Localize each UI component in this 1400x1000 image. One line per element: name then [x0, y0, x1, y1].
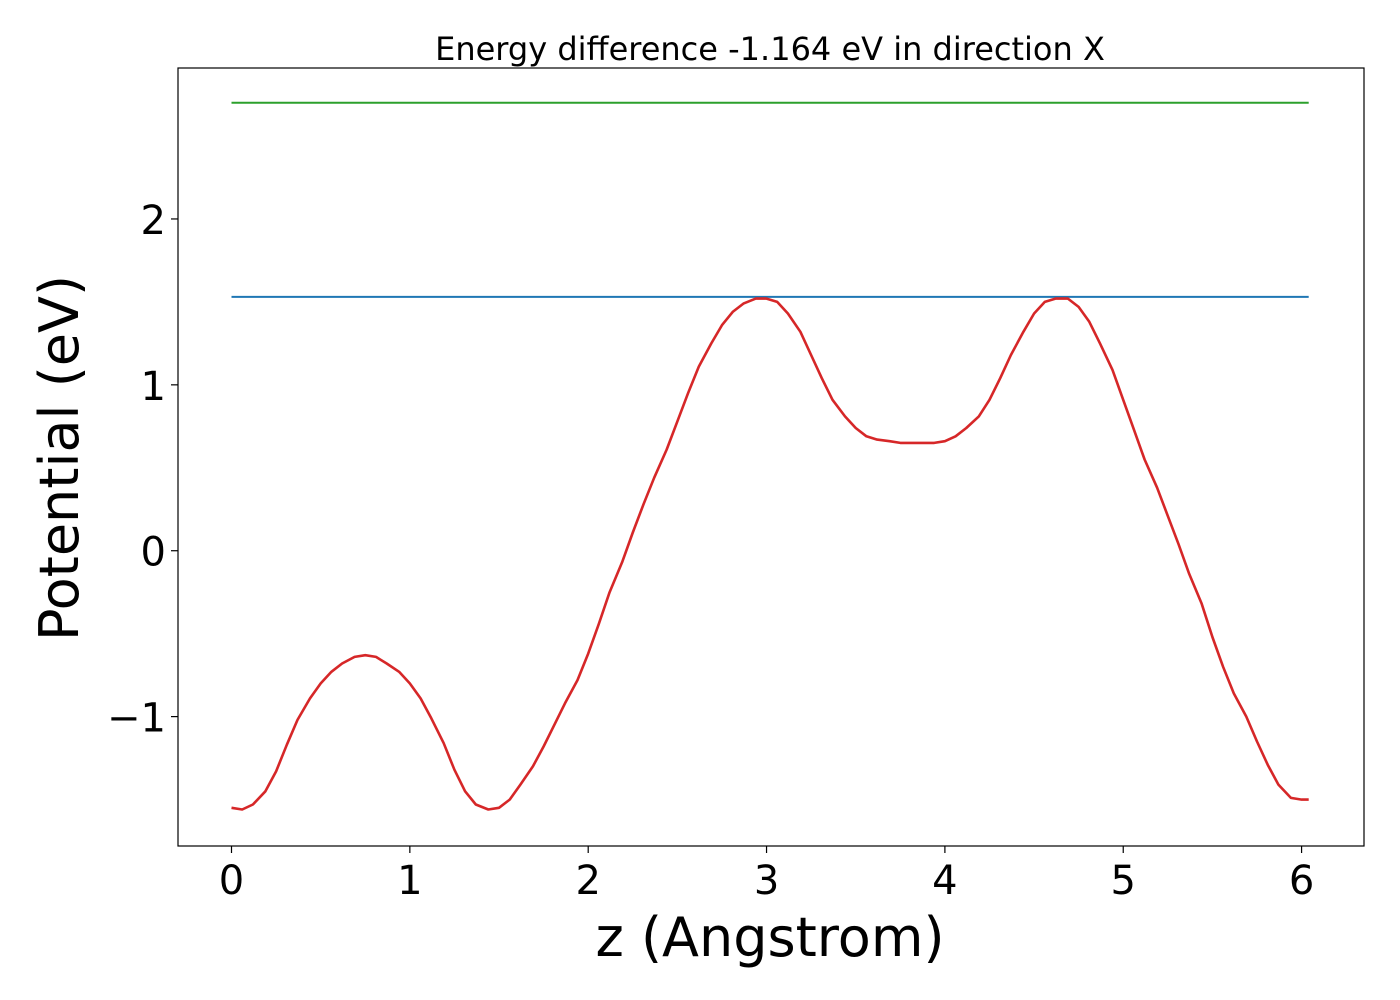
x-tick-label: 4 — [932, 858, 957, 904]
x-tick-label: 5 — [1111, 858, 1136, 904]
plot-area — [231, 101, 1309, 811]
y-axis-label: Potential (eV) — [28, 275, 91, 641]
y-tick-label: 0 — [141, 530, 166, 576]
x-tick-label: 0 — [219, 858, 244, 904]
y-tick-label: −1 — [107, 696, 166, 742]
series-line-3 — [231, 297, 1309, 811]
y-axis: −1 0 1 2 — [107, 198, 178, 742]
x-tick-label: 3 — [754, 858, 779, 904]
x-tick-label: 1 — [397, 858, 422, 904]
x-axis-label: z (Angstrom) — [595, 906, 944, 969]
x-tick-label: 6 — [1289, 858, 1314, 904]
x-axis: 0 1 2 3 4 5 6 — [219, 846, 1314, 904]
x-tick-label: 2 — [575, 858, 600, 904]
y-tick-label: 1 — [141, 364, 166, 410]
plot-frame — [177, 67, 1365, 847]
y-tick-label: 2 — [141, 198, 166, 244]
chart-title: Energy difference -1.164 eV in direction… — [435, 30, 1105, 68]
